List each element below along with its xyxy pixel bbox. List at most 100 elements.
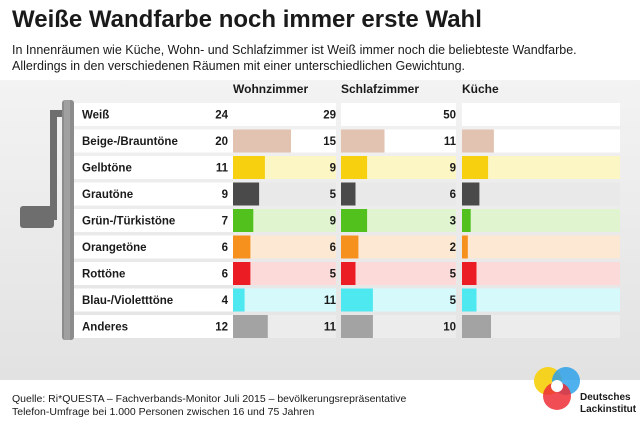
bar-0-6 [233, 262, 251, 285]
source-line-1: Quelle: Ri*QUESTA – Fachverbands-Monitor… [12, 393, 407, 405]
bar-1-0 [341, 103, 426, 126]
data-label-1-8: 11 [324, 322, 337, 334]
bar-1-1 [341, 129, 385, 153]
bar-0-3 [233, 182, 260, 206]
row-5-label-cell [74, 235, 234, 259]
category-label-5: Orangetöne [82, 242, 147, 254]
data-label-0-2: 11 [216, 163, 229, 175]
bar-0-2 [233, 156, 265, 179]
column-header-wohnzimmer: Wohnzimmer [233, 82, 309, 96]
data-label-2-6: 5 [450, 269, 457, 281]
data-label-1-6: 5 [330, 269, 337, 281]
data-label-1-7: 11 [324, 295, 337, 307]
row-1-series-2-cell [462, 129, 620, 153]
logo-line-2: Lackinstitut [580, 404, 637, 415]
data-label-1-5: 6 [330, 242, 336, 254]
row-6-series-0-cell [233, 262, 336, 285]
category-label-4: Grün-/Türkistöne [82, 216, 175, 228]
bar-0-5 [233, 235, 251, 259]
data-label-0-0: 24 [215, 110, 228, 122]
row-2-series-1-cell [341, 156, 456, 179]
data-label-2-4: 3 [450, 216, 456, 228]
data-label-1-4: 9 [330, 216, 336, 228]
row-8-label-cell [74, 315, 234, 338]
category-label-1: Beige-/Brauntöne [82, 136, 178, 148]
data-label-0-6: 6 [222, 269, 228, 281]
bar-2-7 [462, 288, 477, 312]
bar-1-7 [341, 288, 373, 312]
bar-0-0 [233, 103, 303, 126]
row-4-label-cell [74, 209, 234, 232]
row-4-series-0-cell [233, 209, 336, 232]
row-2-series-2-cell [462, 156, 620, 179]
data-label-1-3: 5 [330, 189, 337, 201]
column-header-kueche: Küche [462, 82, 499, 96]
data-label-1-1: 15 [323, 136, 336, 148]
data-label-2-7: 5 [450, 295, 457, 307]
row-0-label-cell [74, 103, 234, 126]
row-4-series-2-cell [462, 209, 620, 232]
row-6-series-2-cell [462, 262, 620, 285]
row-3-series-2-cell [462, 182, 620, 206]
data-label-2-8: 10 [443, 322, 456, 334]
row-3-series-1-cell [341, 182, 456, 206]
bar-0-7 [233, 288, 245, 312]
row-5-series-2-cell [462, 235, 620, 259]
row-6-label-cell [74, 262, 234, 285]
logo-line-1: Deutsches [580, 392, 631, 403]
data-label-0-1: 20 [215, 136, 228, 148]
data-label-0-3: 9 [222, 189, 228, 201]
category-label-3: Grautöne [82, 189, 133, 201]
subtitle: In Innenräumen wie Küche, Wohn- und Schl… [12, 43, 577, 73]
bar-1-3 [341, 182, 356, 206]
row-8-series-2-cell [462, 315, 620, 338]
bar-1-4 [341, 209, 368, 232]
row-2-label-cell [74, 156, 234, 179]
column-header-schlafzimmer: Schlafzimmer [341, 82, 420, 96]
category-label-8: Anderes [82, 322, 128, 334]
data-label-2-5: 2 [450, 242, 456, 254]
data-label-2-0: 50 [443, 110, 456, 122]
data-label-1-0: 29 [323, 110, 336, 122]
bar-1-8 [341, 315, 373, 338]
bar-2-5 [462, 235, 468, 259]
paint-roller-icon [20, 100, 74, 340]
data-label-0-7: 4 [222, 295, 229, 307]
bar-1-6 [341, 262, 356, 285]
row-5-series-1-cell [341, 235, 456, 259]
row-7-series-2-cell [462, 288, 620, 312]
bar-2-3 [462, 182, 480, 206]
bar-0-8 [233, 315, 268, 338]
bar-1-5 [341, 235, 359, 259]
category-label-0: Weiß [82, 110, 109, 122]
row-3-label-cell [74, 182, 234, 206]
data-label-0-4: 7 [222, 216, 228, 228]
logo-wordmark: Deutsches Lackinstitut [580, 392, 636, 416]
bar-0-4 [233, 209, 254, 232]
source-line-2: Telefon-Umfrage bei 1.000 Personen zwisc… [12, 406, 315, 418]
category-label-2: Gelbtöne [82, 163, 132, 175]
row-7-series-0-cell [233, 288, 336, 312]
bar-2-4 [462, 209, 471, 232]
row-7-label-cell [74, 288, 234, 312]
data-label-0-5: 6 [222, 242, 228, 254]
bar-2-1 [462, 129, 494, 153]
page-title: Weiße Wandfarbe noch immer erste Wahl [12, 6, 482, 33]
data-label-2-2: 9 [450, 163, 456, 175]
category-label-6: Rottöne [82, 269, 125, 281]
bar-2-0 [462, 103, 607, 126]
bar-2-8 [462, 315, 491, 338]
data-label-2-1: 11 [444, 136, 457, 148]
row-5-series-0-cell [233, 235, 336, 259]
bar-1-2 [341, 156, 368, 179]
bar-0-1 [233, 129, 291, 153]
data-label-2-3: 6 [450, 189, 456, 201]
row-6-series-1-cell [341, 262, 456, 285]
source-note: Quelle: Ri*QUESTA – Fachverbands-Monitor… [12, 393, 406, 419]
data-label-0-8: 12 [215, 322, 228, 334]
row-1-label-cell [74, 129, 234, 153]
bar-2-2 [462, 156, 489, 179]
category-label-7: Blau-/Violetttöne [82, 295, 173, 307]
